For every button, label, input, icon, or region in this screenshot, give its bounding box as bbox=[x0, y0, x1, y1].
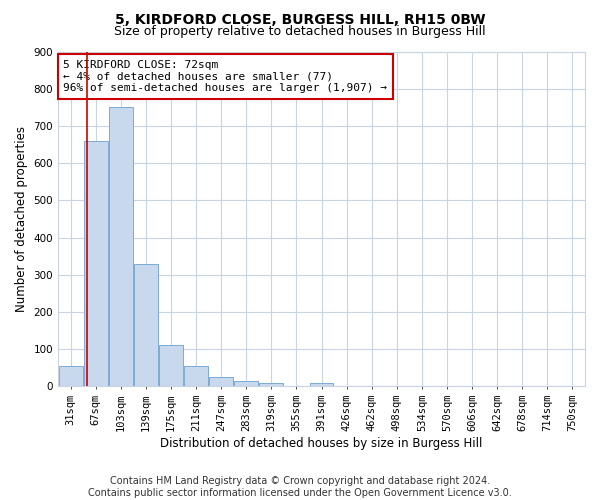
Bar bbox=[59, 366, 83, 386]
Bar bbox=[134, 264, 158, 386]
Bar bbox=[310, 382, 334, 386]
Text: 5, KIRDFORD CLOSE, BURGESS HILL, RH15 0BW: 5, KIRDFORD CLOSE, BURGESS HILL, RH15 0B… bbox=[115, 12, 485, 26]
Bar bbox=[184, 366, 208, 386]
Bar bbox=[84, 141, 107, 386]
Y-axis label: Number of detached properties: Number of detached properties bbox=[15, 126, 28, 312]
Text: Size of property relative to detached houses in Burgess Hill: Size of property relative to detached ho… bbox=[114, 25, 486, 38]
Text: 5 KIRDFORD CLOSE: 72sqm
← 4% of detached houses are smaller (77)
96% of semi-det: 5 KIRDFORD CLOSE: 72sqm ← 4% of detached… bbox=[64, 60, 388, 93]
Bar bbox=[259, 382, 283, 386]
Bar bbox=[209, 377, 233, 386]
Bar bbox=[109, 108, 133, 386]
X-axis label: Distribution of detached houses by size in Burgess Hill: Distribution of detached houses by size … bbox=[160, 437, 483, 450]
Bar bbox=[235, 380, 258, 386]
Bar bbox=[159, 346, 183, 387]
Text: Contains HM Land Registry data © Crown copyright and database right 2024.
Contai: Contains HM Land Registry data © Crown c… bbox=[88, 476, 512, 498]
